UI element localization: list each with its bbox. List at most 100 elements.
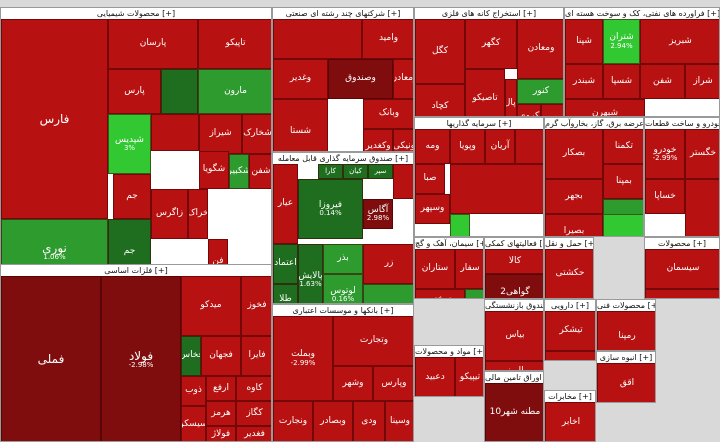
stock-tile[interactable]: ونیکی <box>393 129 413 151</box>
stock-tile[interactable]: شسپا <box>603 64 640 99</box>
stock-tile[interactable]: آریان <box>485 129 515 164</box>
stock-tile[interactable]: فولاژ <box>206 426 236 441</box>
stock-tile[interactable]: ومعادن <box>517 19 563 79</box>
stock-tile[interactable]: جم <box>113 174 151 219</box>
stock-tile[interactable]: فایرا <box>241 336 271 376</box>
stock-tile[interactable]: کارا <box>318 164 343 179</box>
stock-tile[interactable] <box>515 129 543 164</box>
stock-tile[interactable]: بجهر <box>545 179 603 214</box>
stock-tile[interactable]: ومعادن <box>393 59 413 99</box>
stock-tile[interactable]: اخابر <box>545 402 595 441</box>
stock-tile[interactable]: وامید <box>362 19 413 59</box>
stock-tile[interactable]: خودرو -2.99% <box>645 129 685 179</box>
stock-tile[interactable]: فجهان <box>201 336 241 376</box>
stock-tile[interactable]: نوری 1.06% <box>1 219 108 271</box>
sector-title[interactable]: فراورده های نفتی، کک و سوخت هسته ای [+] <box>565 8 719 19</box>
stock-tile[interactable]: ونجارت <box>273 401 313 441</box>
stock-tile[interactable] <box>450 214 470 236</box>
stock-tile[interactable]: میدکو <box>181 276 241 336</box>
sector-title[interactable]: محصولات شیمیایی [+] <box>1 8 271 19</box>
sector-title[interactable]: خودرو و ساخت قطعات [+] <box>645 118 719 129</box>
stock-tile[interactable] <box>273 19 362 59</box>
stock-tile[interactable]: وصندوق <box>328 59 393 99</box>
stock-tile[interactable]: سیسکو <box>181 406 206 441</box>
stock-tile[interactable]: گواهی2 <box>485 274 543 298</box>
stock-tile[interactable]: فملی <box>1 276 101 441</box>
sector-title[interactable]: فلزات اساسی [+] <box>1 265 271 276</box>
stock-tile[interactable]: بذر <box>323 244 363 274</box>
stock-tile[interactable]: خساپا <box>645 179 685 214</box>
stock-tile[interactable]: وبصادر <box>313 401 353 441</box>
stock-tile[interactable]: جم <box>108 219 151 271</box>
stock-tile[interactable]: وسپهر <box>415 194 450 224</box>
stock-tile[interactable]: البرز <box>485 361 543 370</box>
stock-tile[interactable]: فولاد -2.98% <box>101 276 181 441</box>
stock-tile[interactable]: اعتماد <box>273 244 298 284</box>
stock-tile[interactable] <box>645 289 719 298</box>
stock-tile[interactable]: وتجارت <box>333 316 413 366</box>
sector-title[interactable]: حمل و نقل [+] <box>545 238 593 249</box>
sector-title[interactable]: بیمه و صندوق بازنشستگی [+] <box>485 300 543 311</box>
stock-tile[interactable] <box>541 104 563 116</box>
stock-tile[interactable]: کالا <box>485 249 543 274</box>
stock-tile[interactable]: پارس <box>108 69 161 114</box>
stock-tile[interactable]: شپدیس 3% <box>108 114 151 174</box>
sector-title[interactable]: اوراق تامین مالی [+] <box>485 372 543 383</box>
sector-title[interactable]: سیمان، آهک و گچ [+] <box>415 238 483 249</box>
stock-tile[interactable]: کگل <box>415 19 465 84</box>
stock-tile[interactable]: تیپیکو <box>455 357 483 396</box>
stock-tile[interactable]: ذوب <box>181 376 206 406</box>
stock-tile[interactable]: شخارک <box>242 114 271 154</box>
stock-tile[interactable] <box>151 114 199 151</box>
stock-tile[interactable]: وبانک <box>363 99 413 129</box>
stock-tile[interactable]: فارس <box>1 19 108 219</box>
stock-tile[interactable]: زاگرس <box>151 189 188 239</box>
stock-tile[interactable] <box>450 164 543 214</box>
stock-tile[interactable]: وکغدیر <box>363 129 393 151</box>
stock-tile[interactable]: دعبید <box>415 357 455 396</box>
stock-tile[interactable]: هرمز <box>206 401 236 426</box>
stock-tile[interactable]: تاصیکو <box>465 69 505 116</box>
stock-tile[interactable]: کروی <box>517 104 541 116</box>
sector-title[interactable]: انبوه سازی [+] <box>597 352 655 363</box>
stock-tile[interactable]: سفار <box>455 249 483 289</box>
stock-tile[interactable]: شبریز <box>640 19 719 64</box>
stock-tile[interactable]: شراز <box>685 64 719 99</box>
stock-tile[interactable]: زر <box>363 244 413 284</box>
sector-title[interactable]: بانکها و موسسات اعتباری [+] <box>273 305 413 316</box>
sector-title[interactable]: استخراج کانه های فلزی [+] <box>415 8 563 19</box>
stock-tile[interactable]: لوتوس 0.16% <box>323 274 363 303</box>
stock-tile[interactable]: تاپیکو <box>198 19 271 69</box>
stock-tile[interactable]: سیسمان <box>645 249 719 289</box>
stock-tile[interactable]: تیشکر <box>545 311 595 351</box>
stock-tile[interactable]: کگهر <box>465 19 517 69</box>
stock-tile[interactable]: شستا <box>273 99 328 151</box>
stock-tile[interactable]: شکبیر <box>229 154 249 189</box>
stock-tile[interactable]: کیان <box>343 164 368 179</box>
stock-tile[interactable]: شگویا <box>199 151 229 189</box>
stock-tile[interactable]: سخزر <box>415 289 465 298</box>
sector-title[interactable]: مخابرات [+] <box>545 391 595 402</box>
stock-tile[interactable]: شبهرن <box>565 99 645 116</box>
stock-tile[interactable] <box>393 164 413 199</box>
stock-tile[interactable]: بیاس <box>485 311 543 361</box>
stock-tile[interactable]: کچاد <box>415 84 465 116</box>
stock-tile[interactable]: وپویا <box>450 129 485 164</box>
stock-tile[interactable]: وشهر <box>333 366 373 401</box>
stock-tile[interactable]: شتران 2.94% <box>603 19 640 64</box>
sector-title[interactable]: سرمایه گذاریها [+] <box>415 118 543 129</box>
stock-tile[interactable]: ومه <box>415 129 450 164</box>
sector-title[interactable]: صندوق سرمایه گذاری قابل معامله [+] <box>273 153 413 164</box>
stock-tile[interactable]: فیروزا 0.14% <box>298 179 363 239</box>
stock-tile[interactable]: فن <box>208 239 228 271</box>
stock-tile[interactable]: خگستر <box>685 129 719 179</box>
stock-tile[interactable]: سپر <box>368 164 393 179</box>
stock-tile[interactable]: آگاس 2.98% <box>363 199 393 229</box>
stock-tile[interactable]: حکشتی <box>545 249 593 298</box>
stock-tile[interactable] <box>161 69 198 114</box>
stock-tile[interactable]: اقق <box>597 363 655 402</box>
stock-tile[interactable]: شفن <box>249 154 271 189</box>
stock-tile[interactable] <box>603 214 643 236</box>
stock-tile[interactable]: بمپنا <box>603 164 643 199</box>
stock-tile[interactable]: ستاران <box>415 249 455 289</box>
